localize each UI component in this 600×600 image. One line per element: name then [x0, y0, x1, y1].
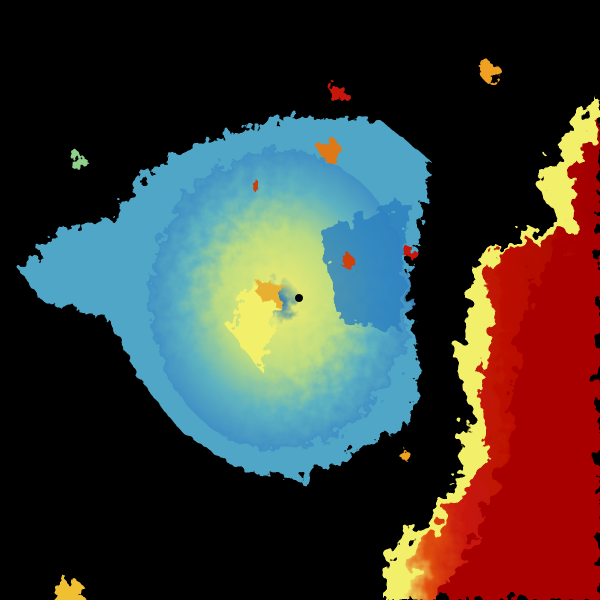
cell-center-east — [341, 255, 355, 269]
cell-ne — [480, 62, 500, 82]
cell-south — [400, 450, 410, 460]
echo-yellow-sector — [230, 280, 280, 370]
cell-north — [329, 85, 347, 103]
storm-line — [385, 100, 600, 600]
radar-site-marker — [295, 294, 303, 302]
echo-orange-core — [255, 280, 285, 305]
cell-far-nw — [70, 154, 86, 170]
cell-east — [406, 249, 418, 261]
isolated-cells — [54, 62, 500, 600]
storm-extreme-core — [440, 230, 600, 600]
cell-north-2 — [319, 139, 341, 161]
echo-east-blue — [320, 200, 410, 330]
cell-nw — [251, 181, 261, 191]
cell-sw — [54, 579, 86, 600]
ground-clutter-echo — [20, 115, 430, 480]
